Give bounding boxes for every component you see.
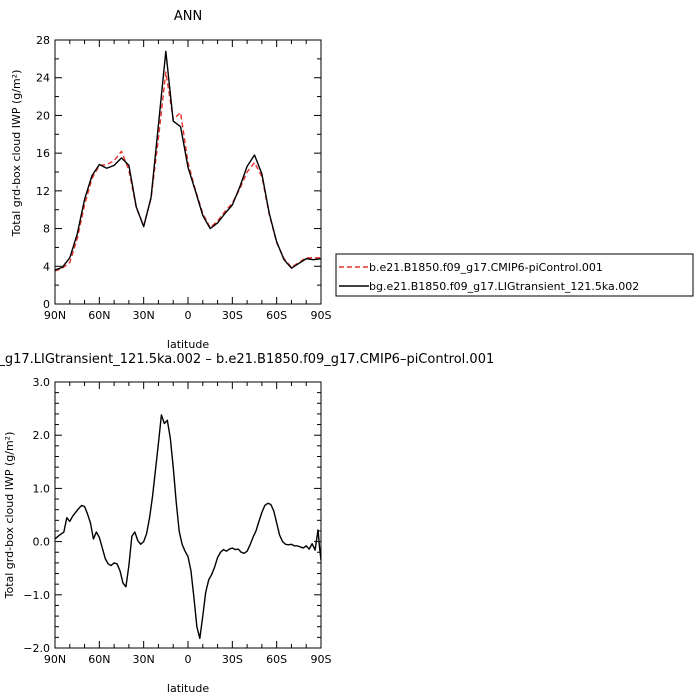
top-x-axis-label: latitude — [167, 338, 209, 351]
x-tick-label: 90S — [311, 653, 332, 666]
x-tick-label: 30S — [222, 309, 243, 322]
x-tick-label: 30S — [222, 653, 243, 666]
y-tick-label: −2.0 — [23, 642, 50, 655]
bottom-panel: bg.e21.B1850.f09_g17.LIGtransient_121.5k… — [0, 352, 494, 695]
x-tick-label: 30N — [133, 309, 155, 322]
top-chart-title: ANN — [174, 9, 202, 24]
y-tick-label: 4 — [43, 260, 50, 273]
series-line-1-0 — [54, 414, 322, 640]
legend-box — [335, 253, 694, 297]
top-axis-ticks: 90N 60N 30N 0 30S 60S 90S 0 4 8 12 16 20 24 28 — [36, 34, 332, 322]
x-tick-label: 60S — [266, 653, 287, 666]
y-tick-label: 0.0 — [33, 536, 51, 549]
x-tick-label: 0 — [185, 653, 192, 666]
top-plot-frame — [54, 39, 322, 305]
bottom-chart-title: bg.e21.B1850.f09_g17.LIGtransient_121.5k… — [0, 352, 494, 367]
y-tick-label: 1.0 — [33, 482, 51, 495]
y-tick-label: 8 — [43, 223, 50, 236]
x-tick-label: 90S — [311, 309, 332, 322]
y-tick-label: 24 — [36, 72, 50, 85]
legend-label-piControl: b.e21.B1850.f09_g17.CMIP6-piControl.001 — [369, 261, 603, 274]
x-tick-label: 30N — [133, 653, 155, 666]
top-series-lines — [54, 50, 322, 272]
y-tick-label: 20 — [36, 109, 50, 122]
y-tick-label: 12 — [36, 185, 50, 198]
bottom-plot-frame — [54, 381, 322, 649]
top-y-axis-label: Total grd-box cloud IWP (g/m²) — [10, 70, 23, 238]
x-tick-label: 90N — [44, 653, 66, 666]
x-tick-label: 90N — [44, 309, 66, 322]
bottom-x-axis-label: latitude — [167, 682, 209, 695]
legend: b.e21.B1850.f09_g17.CMIP6-piControl.001 … — [335, 253, 694, 297]
top-panel: ANN Total grd-box cloud IWP (g/m²) latit… — [10, 9, 332, 351]
bottom-series-lines — [54, 414, 322, 640]
legend-label-LIGtransient: bg.e21.B1850.f09_g17.LIGtransient_121.5k… — [369, 280, 639, 293]
y-tick-label: 3.0 — [33, 376, 51, 389]
y-tick-label: −1.0 — [23, 589, 50, 602]
y-tick-label: 0 — [43, 298, 50, 311]
x-tick-label: 60S — [266, 309, 287, 322]
y-tick-label: 28 — [36, 34, 50, 47]
x-tick-label: 60N — [88, 653, 110, 666]
x-tick-label: 0 — [185, 309, 192, 322]
bottom-y-axis-label: Total grd-box cloud IWP (g/m²) — [3, 432, 16, 600]
x-tick-label: 60N — [88, 309, 110, 322]
series-line-0-1 — [54, 50, 322, 271]
y-tick-label: 2.0 — [33, 429, 51, 442]
y-tick-label: 16 — [36, 147, 50, 160]
